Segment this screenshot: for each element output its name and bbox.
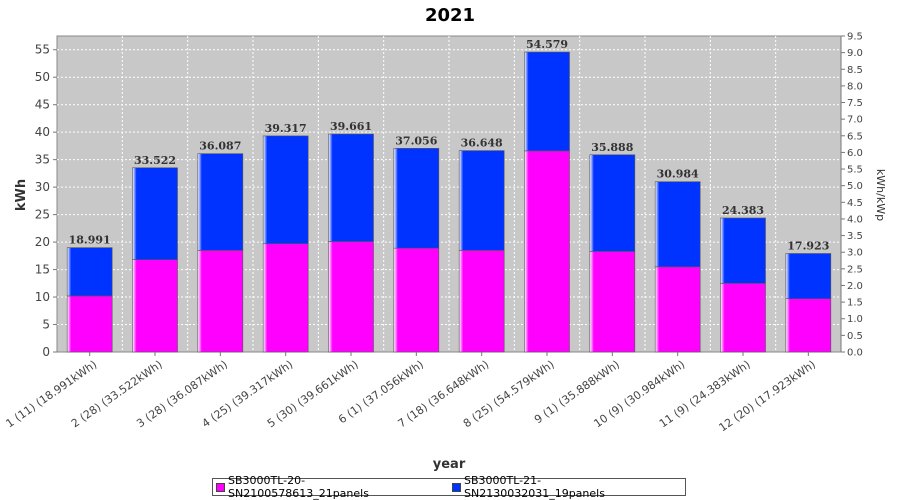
y-tick-label: 45 xyxy=(35,98,50,112)
bar-series-2 xyxy=(524,51,570,152)
data-label: 35.888 xyxy=(591,141,633,154)
y2-tick-label: 1.5 xyxy=(847,298,863,309)
bar-series-1 xyxy=(132,259,178,353)
y-axis-label: kWh xyxy=(14,179,29,211)
y2-axis-label: kWh/kWp xyxy=(874,169,887,221)
bar-series-1 xyxy=(262,243,309,353)
legend-swatch-series-1 xyxy=(216,482,225,492)
y2-tick-label: 4.0 xyxy=(847,214,863,225)
bar-series-1 xyxy=(393,247,440,353)
legend-label-series-1: SB3000TL-20-SN2100578613_21panels xyxy=(228,474,369,500)
y-tick-label: 50 xyxy=(35,70,50,84)
bar-series-2 xyxy=(654,181,701,268)
y-tick-label: 40 xyxy=(35,125,50,139)
y2-tick-label: 6.5 xyxy=(847,131,863,142)
y2-tick-label: 1.0 xyxy=(847,314,863,325)
y2-tick-label: 8.5 xyxy=(847,65,863,76)
bar-series-2 xyxy=(458,150,505,251)
bar-series-2 xyxy=(720,217,766,284)
bar-series-1 xyxy=(524,150,570,353)
legend-item-series-2: SB3000TL-21-SN2130032031_19panels xyxy=(452,474,682,500)
y2-tick-label: 3.0 xyxy=(847,248,863,259)
y-tick-label: 5 xyxy=(42,318,50,332)
data-label: 37.056 xyxy=(395,134,437,147)
data-label: 24.383 xyxy=(722,204,764,217)
bar-series-1 xyxy=(66,295,113,353)
bar-series-2 xyxy=(197,153,244,251)
y-tick-label: 20 xyxy=(35,235,50,249)
y2-tick-label: 8.0 xyxy=(847,81,863,92)
data-label: 39.661 xyxy=(330,120,372,133)
y2-tick-label: 3.5 xyxy=(847,231,863,242)
bar-series-1 xyxy=(328,241,374,353)
y2-tick-label: 2.0 xyxy=(847,281,863,292)
y2-tick-label: 5.0 xyxy=(847,181,863,192)
data-label: 17.923 xyxy=(787,240,829,253)
y2-tick-label: 2.5 xyxy=(847,264,863,275)
x-axis-label: year xyxy=(433,457,466,472)
bar-series-1 xyxy=(720,283,766,353)
data-label: 36.087 xyxy=(199,140,241,153)
y2-tick-label: 9.0 xyxy=(847,48,863,59)
data-label: 33.522 xyxy=(134,154,176,167)
data-label: 30.984 xyxy=(657,168,699,181)
y2-tick-label: 6.0 xyxy=(847,148,863,159)
data-label: 36.648 xyxy=(461,137,503,150)
y2-tick-label: 0.5 xyxy=(847,331,863,342)
bar-series-1 xyxy=(458,250,505,353)
y2-tick-label: 5.5 xyxy=(847,165,863,176)
bar-series-1 xyxy=(654,266,701,353)
bar-series-2 xyxy=(785,253,832,299)
legend: SB3000TL-20-SN2100578613_21panels SB3000… xyxy=(212,474,686,500)
bar-series-2 xyxy=(132,167,178,260)
bar-series-2 xyxy=(393,148,440,249)
legend-label-series-2: SB3000TL-21-SN2130032031_19panels xyxy=(464,474,605,500)
y2-tick-label: 0.0 xyxy=(847,348,863,359)
y-tick-label: 35 xyxy=(35,153,50,167)
bar-series-2 xyxy=(66,247,113,297)
y2-tick-label: 7.0 xyxy=(847,115,863,126)
data-label: 54.579 xyxy=(526,38,568,51)
bar-series-1 xyxy=(785,298,832,353)
chart-title: 2021 xyxy=(425,5,475,26)
bar-series-2 xyxy=(589,154,636,252)
y2-tick-label: 9.5 xyxy=(847,32,863,43)
y2-tick-label: 7.5 xyxy=(847,98,863,109)
bar-series-1 xyxy=(197,250,244,353)
y-tick-label: 30 xyxy=(35,180,50,194)
y2-tick-label: 4.5 xyxy=(847,198,863,209)
legend-item-series-1: SB3000TL-20-SN2100578613_21panels xyxy=(216,474,446,500)
y-tick-label: 10 xyxy=(35,290,50,304)
y-tick-label: 55 xyxy=(35,43,50,57)
data-label: 39.317 xyxy=(265,122,307,135)
data-label: 18.991 xyxy=(69,234,111,247)
y-tick-label: 0 xyxy=(42,345,50,359)
legend-swatch-series-2 xyxy=(452,482,461,492)
bar-series-2 xyxy=(262,135,309,245)
bar-series-1 xyxy=(589,251,636,353)
bar-series-2 xyxy=(328,133,374,242)
y-tick-label: 25 xyxy=(35,208,50,222)
y-tick-label: 15 xyxy=(35,263,50,277)
